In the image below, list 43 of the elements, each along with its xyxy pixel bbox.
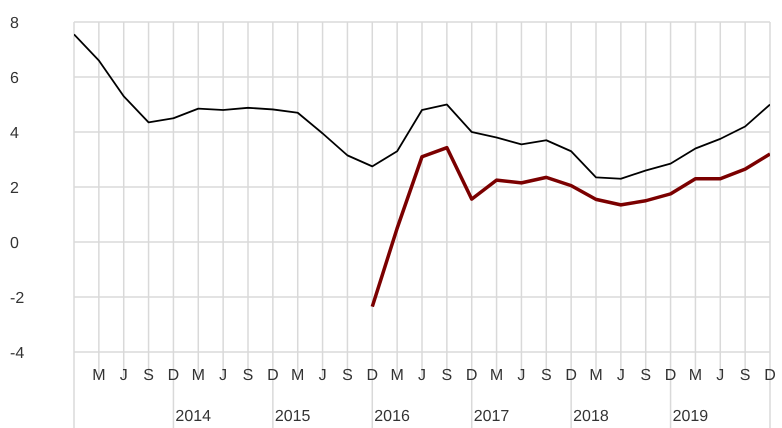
text: 2019: [672, 408, 708, 425]
y-tick-label: 8: [10, 15, 19, 32]
x-tick-label: S: [442, 367, 452, 384]
x-tick-label: S: [640, 367, 652, 384]
x-tick-label: J: [219, 367, 228, 384]
x-tick-label: J: [418, 367, 426, 384]
x-tick-label: M: [390, 367, 404, 384]
x-tick-label: M: [589, 367, 603, 384]
y-tick-label: 2: [10, 180, 19, 197]
y-tick-label: -4: [10, 345, 24, 362]
x-tick-label: J: [616, 367, 625, 384]
x-tick-label: S: [242, 367, 254, 384]
x-tick-label: S: [740, 367, 750, 384]
x-tick-label: M: [92, 367, 106, 384]
x-tick-label: M: [291, 367, 304, 384]
x-tick-label: M: [192, 367, 205, 384]
x-tick-label: M: [688, 367, 702, 384]
x-tick-label: D: [466, 367, 478, 384]
x-tick-label: J: [716, 367, 724, 384]
text: 2018: [573, 408, 609, 425]
y-tick-label: -2: [10, 290, 24, 307]
x-tick-label: D: [565, 367, 577, 384]
x-tick-label: J: [517, 367, 526, 384]
x-tick-label: D: [664, 367, 676, 384]
x-tick-label: J: [120, 367, 128, 384]
x-tick-label: J: [318, 367, 327, 384]
x-tick-label: D: [764, 367, 776, 384]
text: 2015: [274, 408, 311, 425]
line-series: [370, 146, 770, 308]
x-tick-label: D: [366, 367, 378, 384]
x-tick-label: D: [267, 367, 279, 384]
text: 2016: [374, 408, 410, 425]
x-tick-label: S: [540, 367, 552, 384]
x-tick-label: S: [143, 367, 154, 384]
x-tick-label: D: [168, 367, 180, 384]
y-tick-label: 6: [10, 70, 19, 87]
x-tick-label: S: [342, 367, 353, 384]
y-tick-label: 4: [10, 125, 19, 142]
y-tick-label: 0: [10, 235, 19, 252]
x-tick-label: M: [490, 367, 504, 384]
line-series: [74, 33, 770, 180]
text: 2014: [175, 408, 212, 425]
text: 2017: [474, 408, 510, 425]
